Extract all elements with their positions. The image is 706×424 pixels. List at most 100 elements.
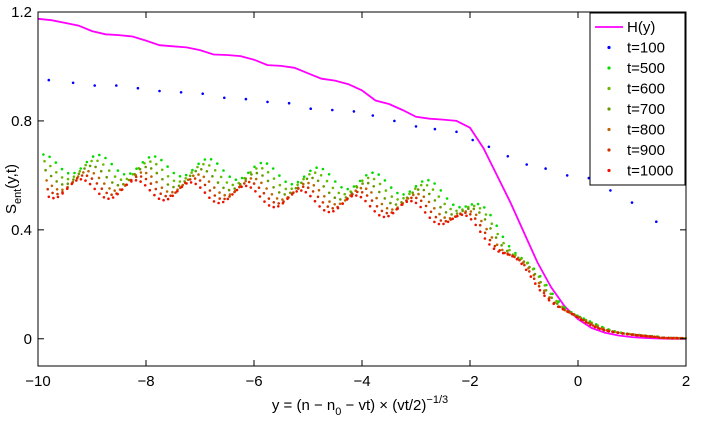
data-point <box>494 236 498 239</box>
data-point <box>275 197 279 200</box>
data-point <box>431 188 435 191</box>
data-point <box>267 204 271 207</box>
data-point <box>315 166 318 169</box>
data-point <box>319 174 323 177</box>
data-point <box>515 257 519 261</box>
data-point <box>439 205 442 209</box>
data-point <box>149 160 152 163</box>
data-point <box>372 185 376 188</box>
data-point <box>449 207 452 211</box>
legend-label: t=800 <box>627 122 665 139</box>
data-point <box>563 306 567 310</box>
data-point <box>80 174 84 177</box>
data-point <box>184 173 188 177</box>
x-axis-label-sub: 0 <box>335 406 341 418</box>
data-point <box>254 190 257 193</box>
data-point <box>616 331 620 335</box>
data-point <box>267 197 271 200</box>
data-point <box>135 167 138 170</box>
data-point <box>474 213 478 217</box>
data-point <box>532 273 536 277</box>
data-point <box>527 266 530 270</box>
data-point <box>107 169 111 172</box>
data-point <box>327 210 331 214</box>
data-point <box>139 180 142 183</box>
data-point <box>84 179 87 182</box>
data-point <box>478 223 482 227</box>
data-point <box>300 181 303 185</box>
data-point <box>125 183 129 187</box>
data-point <box>166 175 170 178</box>
data-point <box>185 182 188 185</box>
data-point <box>483 206 486 209</box>
data-point <box>134 179 138 182</box>
data-point <box>469 210 473 213</box>
data-point <box>444 211 448 214</box>
data-point <box>138 167 142 171</box>
data-point <box>290 182 294 186</box>
data-point <box>451 217 455 221</box>
data-point <box>427 178 430 182</box>
data-point <box>322 185 326 188</box>
data-point <box>82 171 85 174</box>
data-point <box>334 180 337 183</box>
data-point <box>166 197 170 201</box>
data-point <box>433 220 436 224</box>
data-point <box>94 165 97 169</box>
data-point <box>283 193 287 196</box>
data-point <box>297 187 300 190</box>
data-point <box>593 325 597 329</box>
data-point <box>483 231 487 235</box>
data-point <box>305 177 309 181</box>
data-point <box>107 197 110 200</box>
data-point <box>188 178 192 181</box>
data-point <box>338 202 342 206</box>
data-point <box>444 219 448 223</box>
data-point <box>427 200 431 204</box>
data-point <box>44 168 47 172</box>
data-point <box>490 222 494 225</box>
data-point <box>200 168 203 171</box>
data-point <box>511 254 514 258</box>
data-point <box>56 195 60 199</box>
legend-label: t=700 <box>627 101 665 118</box>
data-point <box>524 268 528 272</box>
data-point <box>228 175 231 178</box>
data-point <box>139 175 143 178</box>
data-point <box>496 232 500 236</box>
data-point <box>428 216 432 219</box>
data-point <box>490 236 494 239</box>
data-point <box>380 202 384 206</box>
data-point <box>150 175 153 178</box>
data-point <box>394 203 398 206</box>
x-tick-label: −10 <box>25 373 50 390</box>
data-point <box>266 170 270 174</box>
data-point <box>514 253 517 257</box>
plot-marks <box>37 17 687 340</box>
data-point <box>449 218 453 221</box>
y-axis-label: Sent(y,t) <box>3 164 24 214</box>
data-point <box>455 130 458 134</box>
data-point <box>309 194 312 198</box>
data-point <box>410 199 413 203</box>
data-point <box>630 201 634 204</box>
data-point <box>405 200 409 203</box>
data-point <box>667 336 670 340</box>
data-point <box>249 171 252 174</box>
plot-frame <box>37 11 687 367</box>
data-point <box>438 212 441 216</box>
data-point <box>469 213 472 216</box>
data-point <box>278 183 282 187</box>
data-point <box>555 299 558 303</box>
data-point <box>54 161 58 164</box>
data-point <box>216 181 220 184</box>
data-point <box>119 178 123 181</box>
data-point <box>492 247 496 250</box>
data-point <box>497 250 500 253</box>
data-point <box>88 182 92 186</box>
data-point <box>71 81 75 85</box>
data-point <box>111 196 115 199</box>
data-point <box>197 173 200 176</box>
data-point <box>470 203 474 206</box>
data-point <box>358 179 362 183</box>
